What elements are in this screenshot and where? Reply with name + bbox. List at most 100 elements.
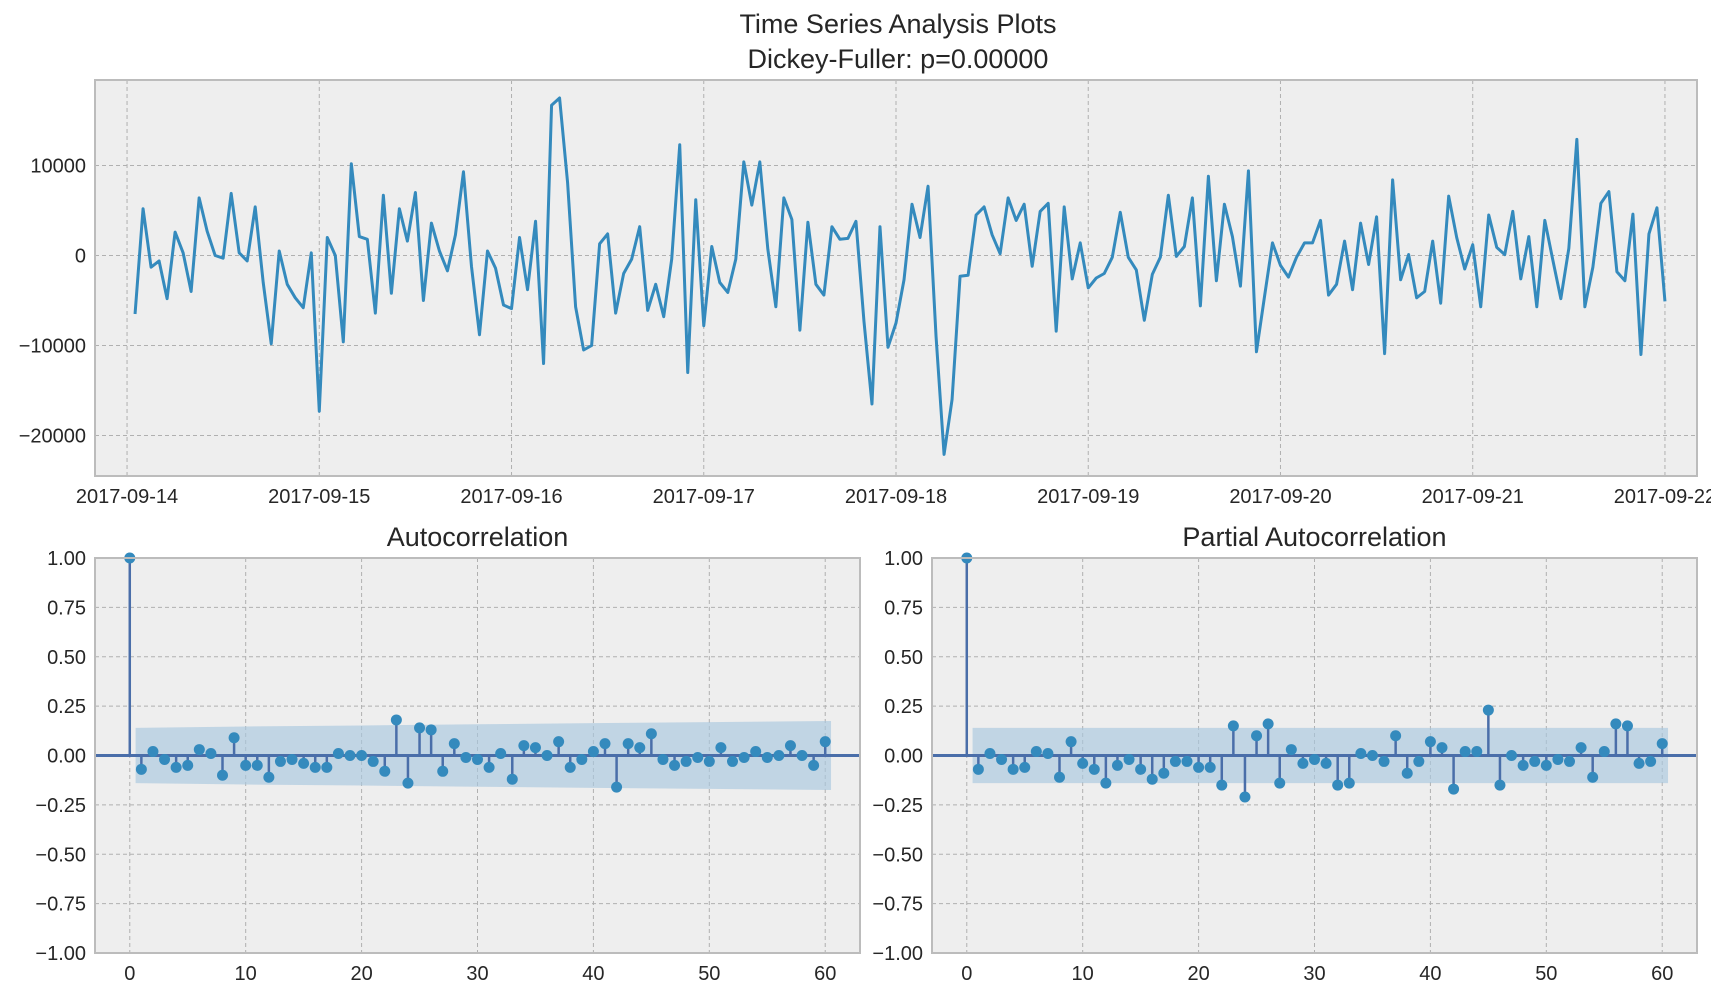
stem-marker (727, 755, 738, 767)
y-tick-label: 0.00 (884, 746, 923, 768)
y-tick-label: 1.00 (47, 548, 86, 570)
y-tick-label: 10000 (30, 156, 86, 178)
x-tick-label: 40 (582, 963, 604, 985)
x-tick-label: 0 (124, 963, 135, 985)
y-tick-label: 0.00 (47, 746, 86, 768)
stem-marker (1123, 753, 1135, 765)
stem-marker (529, 742, 541, 754)
stems (124, 552, 831, 793)
stem-marker (448, 738, 460, 750)
stem-marker (344, 750, 356, 761)
stem-marker (217, 769, 228, 781)
stem-marker (1285, 744, 1297, 756)
stem-marker (1482, 704, 1494, 716)
y-tick-label: −0.75 (35, 894, 86, 916)
stem-marker (1251, 730, 1263, 742)
stem-marker (1436, 742, 1448, 754)
stem-marker (472, 753, 483, 765)
stem-marker (634, 742, 646, 754)
stem-marker (1645, 755, 1657, 767)
stem-marker (182, 759, 194, 771)
stem-marker (205, 748, 217, 760)
stem-marker (1111, 759, 1123, 771)
stem-marker (750, 746, 762, 758)
stem-marker (1378, 755, 1390, 767)
stem-marker (518, 740, 530, 752)
stem-marker (738, 751, 750, 763)
stem-marker (1459, 746, 1471, 758)
y-tick-label: 1.00 (884, 548, 923, 570)
stem-marker (332, 748, 344, 760)
stem-marker (1471, 746, 1483, 758)
stem-marker (286, 753, 298, 765)
x-tick-label: 2017-09-17 (653, 486, 755, 508)
stem-marker (1529, 755, 1541, 767)
y-tick-label: −1.00 (35, 943, 86, 965)
stem-marker (599, 738, 611, 750)
stem-marker (1320, 757, 1332, 769)
x-tick-label: 2017-09-22 (1614, 486, 1711, 508)
y-tick-label: −10000 (19, 336, 86, 358)
stem-marker (159, 753, 171, 765)
stem-marker (402, 777, 414, 789)
stem-marker (996, 753, 1008, 765)
stem-marker (1587, 771, 1599, 783)
stem-marker (1552, 753, 1564, 765)
axes-frame (931, 557, 1698, 954)
stem-marker (483, 761, 495, 773)
stem-marker (1506, 750, 1518, 761)
stem-marker (1216, 779, 1228, 791)
stem-marker (1297, 757, 1309, 769)
stem-marker (1274, 777, 1286, 789)
stem-marker (1610, 718, 1622, 730)
stem-marker (240, 759, 252, 771)
y-tick-label: −0.25 (35, 795, 86, 817)
stem-marker (309, 761, 321, 773)
stem-marker (251, 759, 263, 771)
stem-marker (796, 750, 808, 761)
figure-subtitle: Dickey-Fuller: p=0.00000 (748, 44, 1049, 74)
stem-marker (1019, 761, 1031, 773)
x-tick-label: 50 (698, 963, 720, 985)
stem-marker (669, 759, 681, 771)
stem-marker (1193, 761, 1205, 773)
stem-marker (1575, 742, 1587, 754)
stem-marker (984, 748, 996, 760)
y-tick-label: −0.50 (35, 844, 86, 866)
stem-marker (1204, 761, 1216, 773)
stem-marker (1227, 720, 1239, 732)
acf-panel: 0 10 20 30 40 50 60 1.00 0.75 0.50 0.25 0.00 −0.25 −0… (35, 522, 861, 985)
stem-marker (1146, 773, 1158, 785)
stem-marker (1494, 779, 1506, 791)
x-tick-label: 60 (814, 963, 836, 985)
stem-marker (1088, 763, 1100, 775)
y-tick-label: 0.75 (47, 597, 86, 619)
stem-marker (506, 773, 518, 785)
stem-marker (1413, 755, 1425, 767)
stem-marker (773, 750, 785, 761)
x-tick-label: 2017-09-21 (1422, 486, 1524, 508)
x-tick-label: 2017-09-18 (845, 486, 947, 508)
stem-marker (1517, 759, 1529, 771)
stem-marker (1030, 746, 1042, 758)
x-tick-label: 30 (1303, 963, 1325, 985)
stem-marker (1448, 783, 1460, 795)
stem-marker (587, 746, 599, 758)
stem-marker (1181, 755, 1193, 767)
x-tick-label: 2017-09-20 (1229, 486, 1331, 508)
y-tick-label: −1.00 (872, 943, 923, 965)
stem-marker (414, 722, 426, 734)
axes-frame (94, 557, 861, 954)
stem-marker (390, 714, 402, 726)
x-tick-label: 2017-09-16 (460, 486, 562, 508)
stem-marker (1262, 718, 1274, 730)
stem-marker (819, 736, 831, 748)
x-tick-label: 2017-09-15 (268, 486, 370, 508)
stem-marker (1621, 720, 1633, 732)
stem-marker (784, 740, 796, 752)
x-tick-label: 10 (235, 963, 257, 985)
stem-marker (437, 765, 449, 777)
stem-marker (228, 732, 240, 744)
stem-marker (379, 765, 391, 777)
